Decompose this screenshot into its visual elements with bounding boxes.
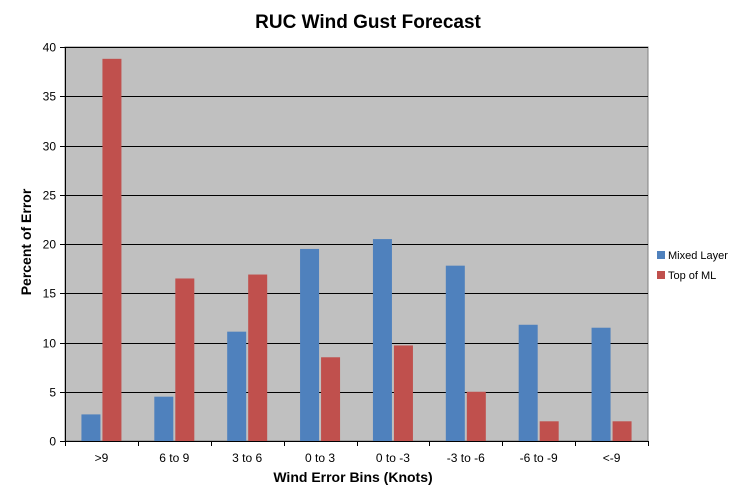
x-tick-label: 0 to 3 <box>305 451 335 465</box>
bar-mixed-layer <box>154 396 174 441</box>
bar-top-of-ml <box>248 274 268 441</box>
bar-mixed-layer <box>518 324 538 441</box>
bar-top-of-ml <box>612 421 632 441</box>
x-tick-label: -3 to -6 <box>447 451 485 465</box>
y-tick-label: 5 <box>49 386 56 400</box>
legend-swatch <box>657 271 665 279</box>
y-tick-label: 15 <box>43 287 57 301</box>
x-axis-label: Wind Error Bins (Knots) <box>273 469 432 485</box>
y-tick-label: 25 <box>43 189 57 203</box>
x-tick-label: -6 to -9 <box>520 451 558 465</box>
bar-top-of-ml <box>175 278 195 441</box>
y-tick-label: 30 <box>43 140 57 154</box>
x-tick-label: 3 to 6 <box>232 451 262 465</box>
y-tick-label: 40 <box>43 41 57 55</box>
bar-mixed-layer <box>227 331 247 441</box>
bar-top-of-ml <box>321 357 341 441</box>
bar-mixed-layer <box>591 327 611 441</box>
legend: Mixed Layer Top of ML <box>657 250 728 282</box>
y-tick-label: 10 <box>43 337 57 351</box>
bar-top-of-ml <box>539 421 559 441</box>
y-tick-label: 20 <box>43 238 57 252</box>
bar-mixed-layer <box>300 248 320 441</box>
y-tick-label: 0 <box>49 435 56 449</box>
y-tick-label: 35 <box>43 90 57 104</box>
bar-top-of-ml <box>393 345 413 441</box>
plot-area: 0 5 10 15 20 25 30 35 40 >9 6 to 9 3 to 6 0 to 3 0 to… <box>43 41 649 465</box>
legend-swatch <box>657 251 665 259</box>
chart-title: RUC Wind Gust Forecast <box>255 12 481 33</box>
y-axis-label: Percent of Error <box>18 188 34 295</box>
bar-mixed-layer <box>445 265 465 441</box>
bar-top-of-ml <box>466 391 486 441</box>
x-tick-label: 0 to -3 <box>376 451 410 465</box>
x-tick-label: 6 to 9 <box>159 451 189 465</box>
bar-mixed-layer <box>372 239 392 441</box>
legend-label: Mixed Layer <box>668 250 728 262</box>
bar-mixed-layer <box>81 414 101 441</box>
x-tick-label: <-9 <box>603 451 621 465</box>
x-tick-label: >9 <box>95 451 109 465</box>
bar-top-of-ml <box>102 58 122 441</box>
legend-label: Top of ML <box>668 270 716 282</box>
